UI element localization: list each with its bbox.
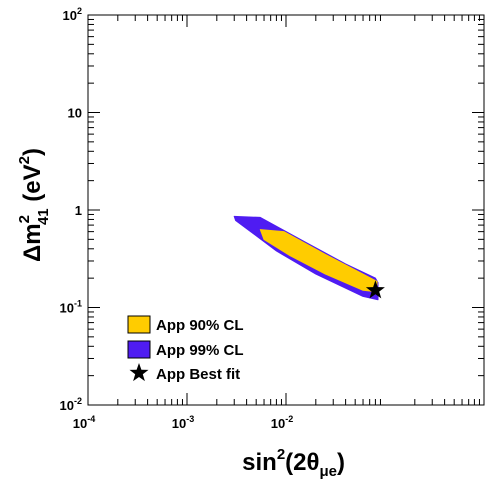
legend-label-90: App 90% CL bbox=[156, 317, 244, 334]
y-axis-title-main: Δm bbox=[19, 223, 46, 262]
x-axis-title-sup: 2 bbox=[277, 446, 285, 463]
y-tick-label: 10-1 bbox=[60, 299, 82, 316]
legend-label-99: App 99% CL bbox=[156, 342, 244, 359]
legend: App 90% CL App 99% CL App Best fit bbox=[127, 315, 244, 383]
plot-area bbox=[87, 14, 485, 406]
x-tick-label: 10-2 bbox=[271, 414, 293, 431]
x-axis-title-sub: μe bbox=[319, 463, 337, 480]
x-axis-title: sin2(2θμe) bbox=[242, 446, 345, 480]
x-tick-labels: 10-4 10-3 10-2 bbox=[73, 414, 293, 431]
y-axis-title-sup: 2 bbox=[16, 215, 33, 223]
x-tick-label: 10-4 bbox=[73, 414, 95, 431]
y-axis-title-unit-close: ) bbox=[19, 148, 46, 156]
major-ticks bbox=[87, 14, 484, 406]
y-tick-label: 10 bbox=[68, 106, 82, 121]
legend-swatch-99 bbox=[127, 340, 151, 359]
y-tick-label: 10-2 bbox=[60, 396, 82, 413]
x-axis-title-close: ) bbox=[337, 449, 345, 476]
y-axis-title-sub: 41 bbox=[35, 208, 52, 225]
legend-swatch-90 bbox=[127, 315, 151, 334]
x-axis-title-open: (2θ bbox=[285, 449, 319, 476]
y-axis-title: Δm2 41 (eV2) bbox=[16, 148, 52, 262]
y-axis-title-unit-sup: 2 bbox=[16, 156, 33, 164]
best-fit bbox=[365, 280, 385, 299]
x-tick-label: 10-3 bbox=[172, 414, 194, 431]
y-tick-labels: 10-2 10-1 1 10 102 bbox=[60, 6, 82, 413]
minor-ticks bbox=[88, 15, 484, 405]
best-fit-star bbox=[365, 280, 385, 299]
x-axis-title-main: sin bbox=[242, 449, 277, 476]
y-tick-label: 1 bbox=[75, 203, 82, 218]
legend-star-icon bbox=[129, 363, 149, 382]
y-axis-title-unit-open: (eV bbox=[19, 164, 46, 208]
legend-label-best-fit: App Best fit bbox=[156, 366, 240, 383]
y-tick-label: 102 bbox=[63, 6, 82, 23]
contours bbox=[233, 215, 379, 301]
